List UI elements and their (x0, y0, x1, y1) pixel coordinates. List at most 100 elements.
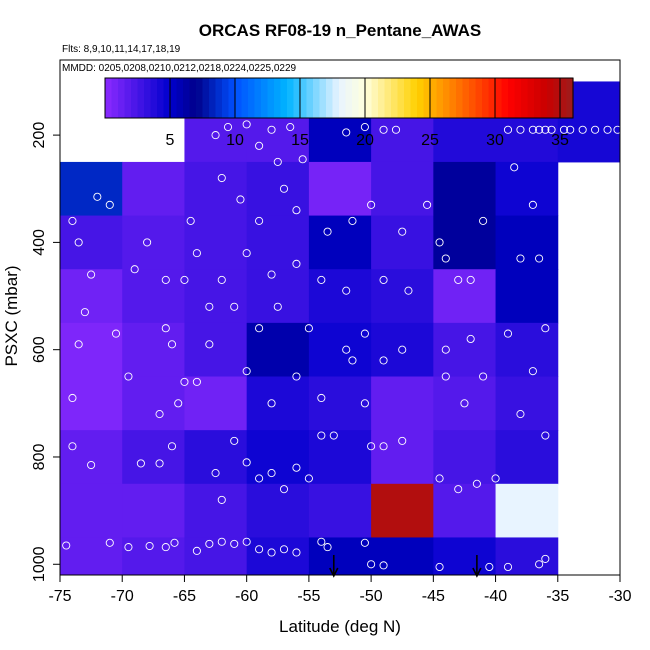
colorbar-segment (196, 78, 204, 118)
sample-marker (255, 324, 264, 333)
sample-marker (516, 410, 525, 419)
colorbar-segment (137, 78, 145, 118)
colorbar-segment (475, 78, 483, 118)
sample-marker (404, 286, 413, 295)
colorbar-segment (384, 78, 392, 118)
colorbar-segment (488, 78, 496, 118)
colorbar-segment (118, 78, 126, 118)
sample-marker (367, 442, 376, 451)
heatmap-cell (184, 537, 248, 575)
sample-marker (124, 372, 133, 381)
sample-marker (441, 372, 450, 381)
colorbar-segment (131, 78, 139, 118)
sample-marker (192, 377, 201, 386)
heatmap-cell (184, 483, 248, 538)
sample-marker (145, 541, 154, 551)
sample-marker (286, 123, 295, 132)
sample-marker (205, 340, 214, 349)
colorbar-segment (482, 78, 490, 118)
heatmap-cell (60, 269, 123, 324)
sample-marker (174, 399, 183, 408)
sample-marker (161, 324, 170, 333)
heatmap-cell (308, 483, 372, 538)
heatmap-cell (308, 430, 372, 485)
colorbar-segment (293, 78, 301, 118)
sample-marker (161, 275, 170, 284)
sample-marker (348, 216, 357, 225)
sample-marker (613, 125, 620, 134)
sample-marker (273, 302, 282, 311)
colorbar: 5 10 15 20 25 30 35 (104, 77, 574, 149)
heatmap-cell (371, 322, 434, 378)
heatmap-cell (371, 537, 434, 575)
colorbar-segment (527, 78, 535, 118)
heatmap-cell (433, 376, 497, 431)
colorbar-segment (280, 78, 288, 118)
sample-marker (255, 545, 264, 554)
sample-marker (360, 538, 369, 547)
heatmap-cell (308, 161, 372, 217)
colorbar-segment (345, 78, 353, 118)
sample-marker (360, 329, 369, 338)
heatmap-cell (495, 483, 559, 538)
sample-marker (391, 125, 401, 134)
sample-marker (217, 275, 226, 284)
colorbar-segment (274, 78, 282, 118)
colorbar-segment (261, 78, 269, 118)
colorbar-segment (339, 78, 347, 118)
sample-marker (267, 469, 276, 478)
sample-marker (528, 200, 537, 209)
sample-marker (273, 157, 282, 166)
sample-marker (242, 458, 251, 467)
heatmap-cell (60, 215, 123, 270)
heatmap-cell (433, 483, 497, 538)
heatmap-cell (495, 322, 559, 378)
heatmap-cell (122, 376, 185, 431)
colorbar-segment (144, 78, 152, 118)
sample-marker (516, 254, 525, 263)
sample-marker (255, 141, 264, 150)
heatmap-cell (246, 483, 310, 538)
sample-marker (230, 436, 239, 445)
heatmap-cell (60, 376, 123, 431)
sample-marker (292, 463, 301, 472)
sample-marker (342, 286, 351, 295)
heatmap-cell (371, 161, 434, 217)
sample-marker (566, 125, 575, 134)
sample-marker (292, 548, 301, 557)
sample-marker (105, 200, 114, 209)
sample-marker (105, 538, 114, 547)
sample-marker (379, 442, 388, 451)
heatmap-cell (495, 376, 559, 431)
x-tick-label: -35 (546, 588, 569, 605)
heatmap-cell (308, 215, 372, 270)
sample-marker (479, 216, 488, 225)
sample-marker (435, 474, 444, 483)
sample-marker (217, 173, 226, 183)
heatmap-cell (60, 483, 123, 538)
colorbar-segment (449, 78, 457, 118)
sample-marker (267, 399, 276, 408)
heatmap-cell (308, 322, 372, 378)
sample-marker (535, 254, 544, 263)
colorbar-segment (215, 78, 223, 118)
direction-arrow-head (472, 567, 482, 578)
sample-marker (516, 125, 525, 134)
sample-marker (124, 543, 133, 552)
colorbar-segment (462, 78, 470, 118)
sample-marker (317, 431, 326, 440)
sample-marker (323, 227, 332, 236)
colorbar-segment (163, 78, 171, 118)
sample-marker (503, 125, 513, 134)
colorbar-segment (267, 78, 275, 118)
colorbar-segment (501, 78, 509, 118)
colorbar-segment (170, 78, 178, 118)
sample-marker (267, 270, 276, 279)
sample-marker (423, 200, 432, 209)
sample-marker (379, 356, 388, 365)
colorbar-segment (397, 78, 405, 118)
heatmap-cell (184, 161, 248, 217)
sample-marker (559, 125, 569, 134)
sample-marker (541, 554, 550, 563)
sample-marker (205, 539, 214, 548)
